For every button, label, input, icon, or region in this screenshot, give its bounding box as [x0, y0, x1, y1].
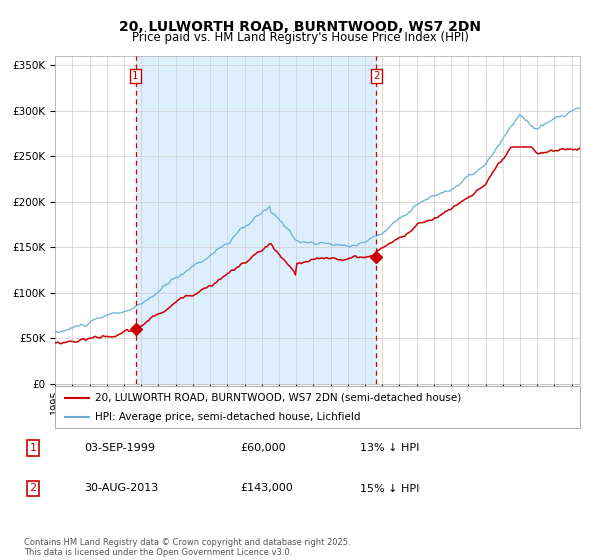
Text: £143,000: £143,000 — [240, 483, 293, 493]
Text: 2: 2 — [373, 71, 380, 81]
Text: Contains HM Land Registry data © Crown copyright and database right 2025.
This d: Contains HM Land Registry data © Crown c… — [24, 538, 350, 557]
Text: HPI: Average price, semi-detached house, Lichfield: HPI: Average price, semi-detached house,… — [95, 412, 360, 422]
Text: 03-SEP-1999: 03-SEP-1999 — [84, 443, 155, 453]
Text: 2: 2 — [29, 483, 37, 493]
Text: Price paid vs. HM Land Registry's House Price Index (HPI): Price paid vs. HM Land Registry's House … — [131, 31, 469, 44]
Bar — [136, 56, 376, 384]
Text: 1: 1 — [132, 71, 139, 81]
Text: £60,000: £60,000 — [240, 443, 286, 453]
Text: 1: 1 — [29, 443, 37, 453]
Text: 20, LULWORTH ROAD, BURNTWOOD, WS7 2DN: 20, LULWORTH ROAD, BURNTWOOD, WS7 2DN — [119, 20, 481, 34]
Text: 13% ↓ HPI: 13% ↓ HPI — [360, 443, 419, 453]
Text: 20, LULWORTH ROAD, BURNTWOOD, WS7 2DN (semi-detached house): 20, LULWORTH ROAD, BURNTWOOD, WS7 2DN (s… — [95, 393, 461, 403]
Text: 15% ↓ HPI: 15% ↓ HPI — [360, 483, 419, 493]
Text: 30-AUG-2013: 30-AUG-2013 — [84, 483, 158, 493]
